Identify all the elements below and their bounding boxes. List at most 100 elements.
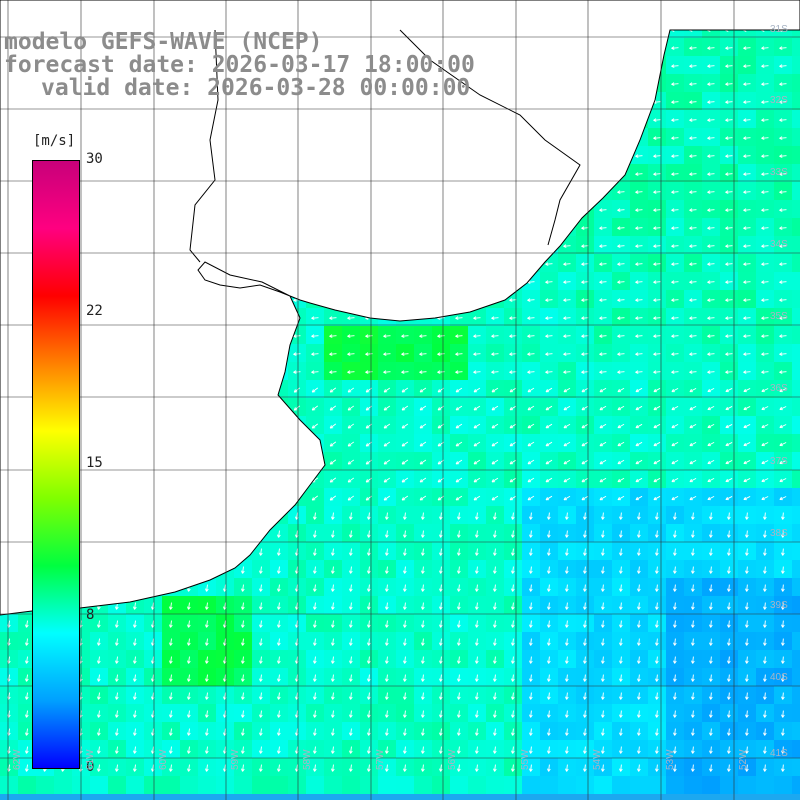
wind-arrow [707, 316, 715, 320]
wind-arrow [779, 316, 787, 320]
wind-arrow [653, 477, 661, 483]
wind-arrow [619, 746, 623, 754]
wind-arrow [421, 638, 425, 646]
wind-arrow [601, 710, 605, 718]
lat-label: 40S [770, 672, 788, 683]
wind-arrow [779, 136, 787, 140]
wind-arrow [707, 352, 715, 356]
wind-arrow [329, 459, 337, 465]
wind-arrow [493, 620, 497, 628]
wind-arrow [403, 674, 407, 682]
wind-arrow [421, 512, 425, 520]
wind-arrow [653, 226, 661, 230]
lat-label: 35S [770, 311, 788, 322]
wind-arrow [311, 405, 319, 411]
wind-arrow [421, 746, 425, 754]
wind-arrow [581, 423, 589, 429]
wind-arrow [599, 370, 607, 374]
wind-arrow [743, 118, 751, 122]
wind-arrow [133, 728, 137, 736]
wind-arrow [653, 316, 661, 320]
wind-arrow [511, 584, 515, 592]
wind-arrow [671, 441, 679, 447]
wind-arrow [565, 674, 569, 682]
wind-arrow [779, 388, 787, 393]
wind-arrow [617, 226, 625, 230]
wind-arrow [689, 459, 697, 465]
wind-arrow [439, 566, 443, 574]
lat-label: 37S [770, 456, 788, 467]
wind-arrow [671, 64, 679, 68]
wind-arrow [241, 602, 245, 610]
wind-arrow [725, 100, 733, 104]
wind-arrow [383, 370, 391, 374]
wind-arrow [779, 100, 787, 104]
wind-arrow [205, 692, 209, 700]
wind-arrow [689, 405, 697, 411]
wind-arrow [743, 136, 751, 140]
wind-arrow [583, 728, 587, 736]
wind-arrow [761, 298, 769, 302]
colorbar-ramp [32, 160, 80, 769]
wind-arrow [529, 656, 533, 664]
wind-arrow [205, 584, 209, 592]
wind-arrow [601, 692, 605, 700]
wind-arrow [761, 82, 769, 86]
wind-arrow [169, 728, 173, 736]
wind-arrow [277, 746, 281, 754]
wind-arrow [349, 764, 353, 772]
wind-arrow [313, 602, 317, 610]
wind-arrow [707, 406, 715, 411]
wind-arrow [367, 566, 371, 574]
wind-arrow [635, 441, 643, 447]
lat-label: 38S [770, 528, 788, 539]
wind-arrow [347, 334, 355, 338]
wind-arrow [313, 674, 317, 682]
wind-arrow [311, 370, 319, 374]
wind-arrows [7, 28, 787, 772]
wind-arrow [241, 728, 245, 736]
wind-arrow [707, 424, 715, 429]
wind-arrow [457, 584, 461, 592]
wind-arrow [725, 334, 733, 338]
wind-arrow [727, 674, 731, 682]
wind-arrow [529, 674, 533, 682]
wind-arrow [509, 495, 517, 501]
wind-arrow [529, 566, 533, 574]
wind-arrow [691, 512, 695, 520]
wind-arrow [97, 746, 101, 754]
wind-arrow [779, 478, 787, 483]
colorbar-tick-0: 0 [86, 759, 95, 775]
wind-arrow [671, 118, 679, 122]
wind-arrow [547, 548, 551, 556]
wind-arrow [761, 496, 769, 501]
wind-arrow [493, 566, 497, 574]
wind-arrow [707, 190, 715, 194]
wind-arrow [241, 710, 245, 718]
wind-arrow [331, 530, 335, 538]
wind-arrow [619, 512, 623, 520]
forecast-date: forecast date: 2026-03-17 18:00:00 [4, 52, 475, 78]
wind-arrow [401, 477, 409, 483]
wind-arrow [421, 584, 425, 592]
wind-arrow [115, 692, 119, 700]
wind-arrow [707, 496, 715, 501]
wind-arrow [565, 566, 569, 574]
wind-arrow [565, 638, 569, 646]
wind-arrow [581, 244, 589, 248]
lat-label: 39S [770, 600, 788, 611]
wind-arrow [763, 692, 767, 700]
wind-arrow [689, 441, 697, 447]
wind-arrow [779, 154, 787, 158]
wind-arrow [529, 764, 533, 772]
wind-arrow [689, 82, 697, 86]
wind-arrow [349, 746, 353, 754]
wind-arrow [491, 423, 499, 429]
wind-arrow [421, 710, 425, 718]
wind-arrow [205, 656, 209, 664]
wind-arrow [761, 406, 769, 411]
wind-arrow [347, 405, 355, 411]
wind-arrow [725, 262, 733, 266]
wind-arrow [259, 674, 263, 682]
wind-arrow [691, 710, 695, 718]
